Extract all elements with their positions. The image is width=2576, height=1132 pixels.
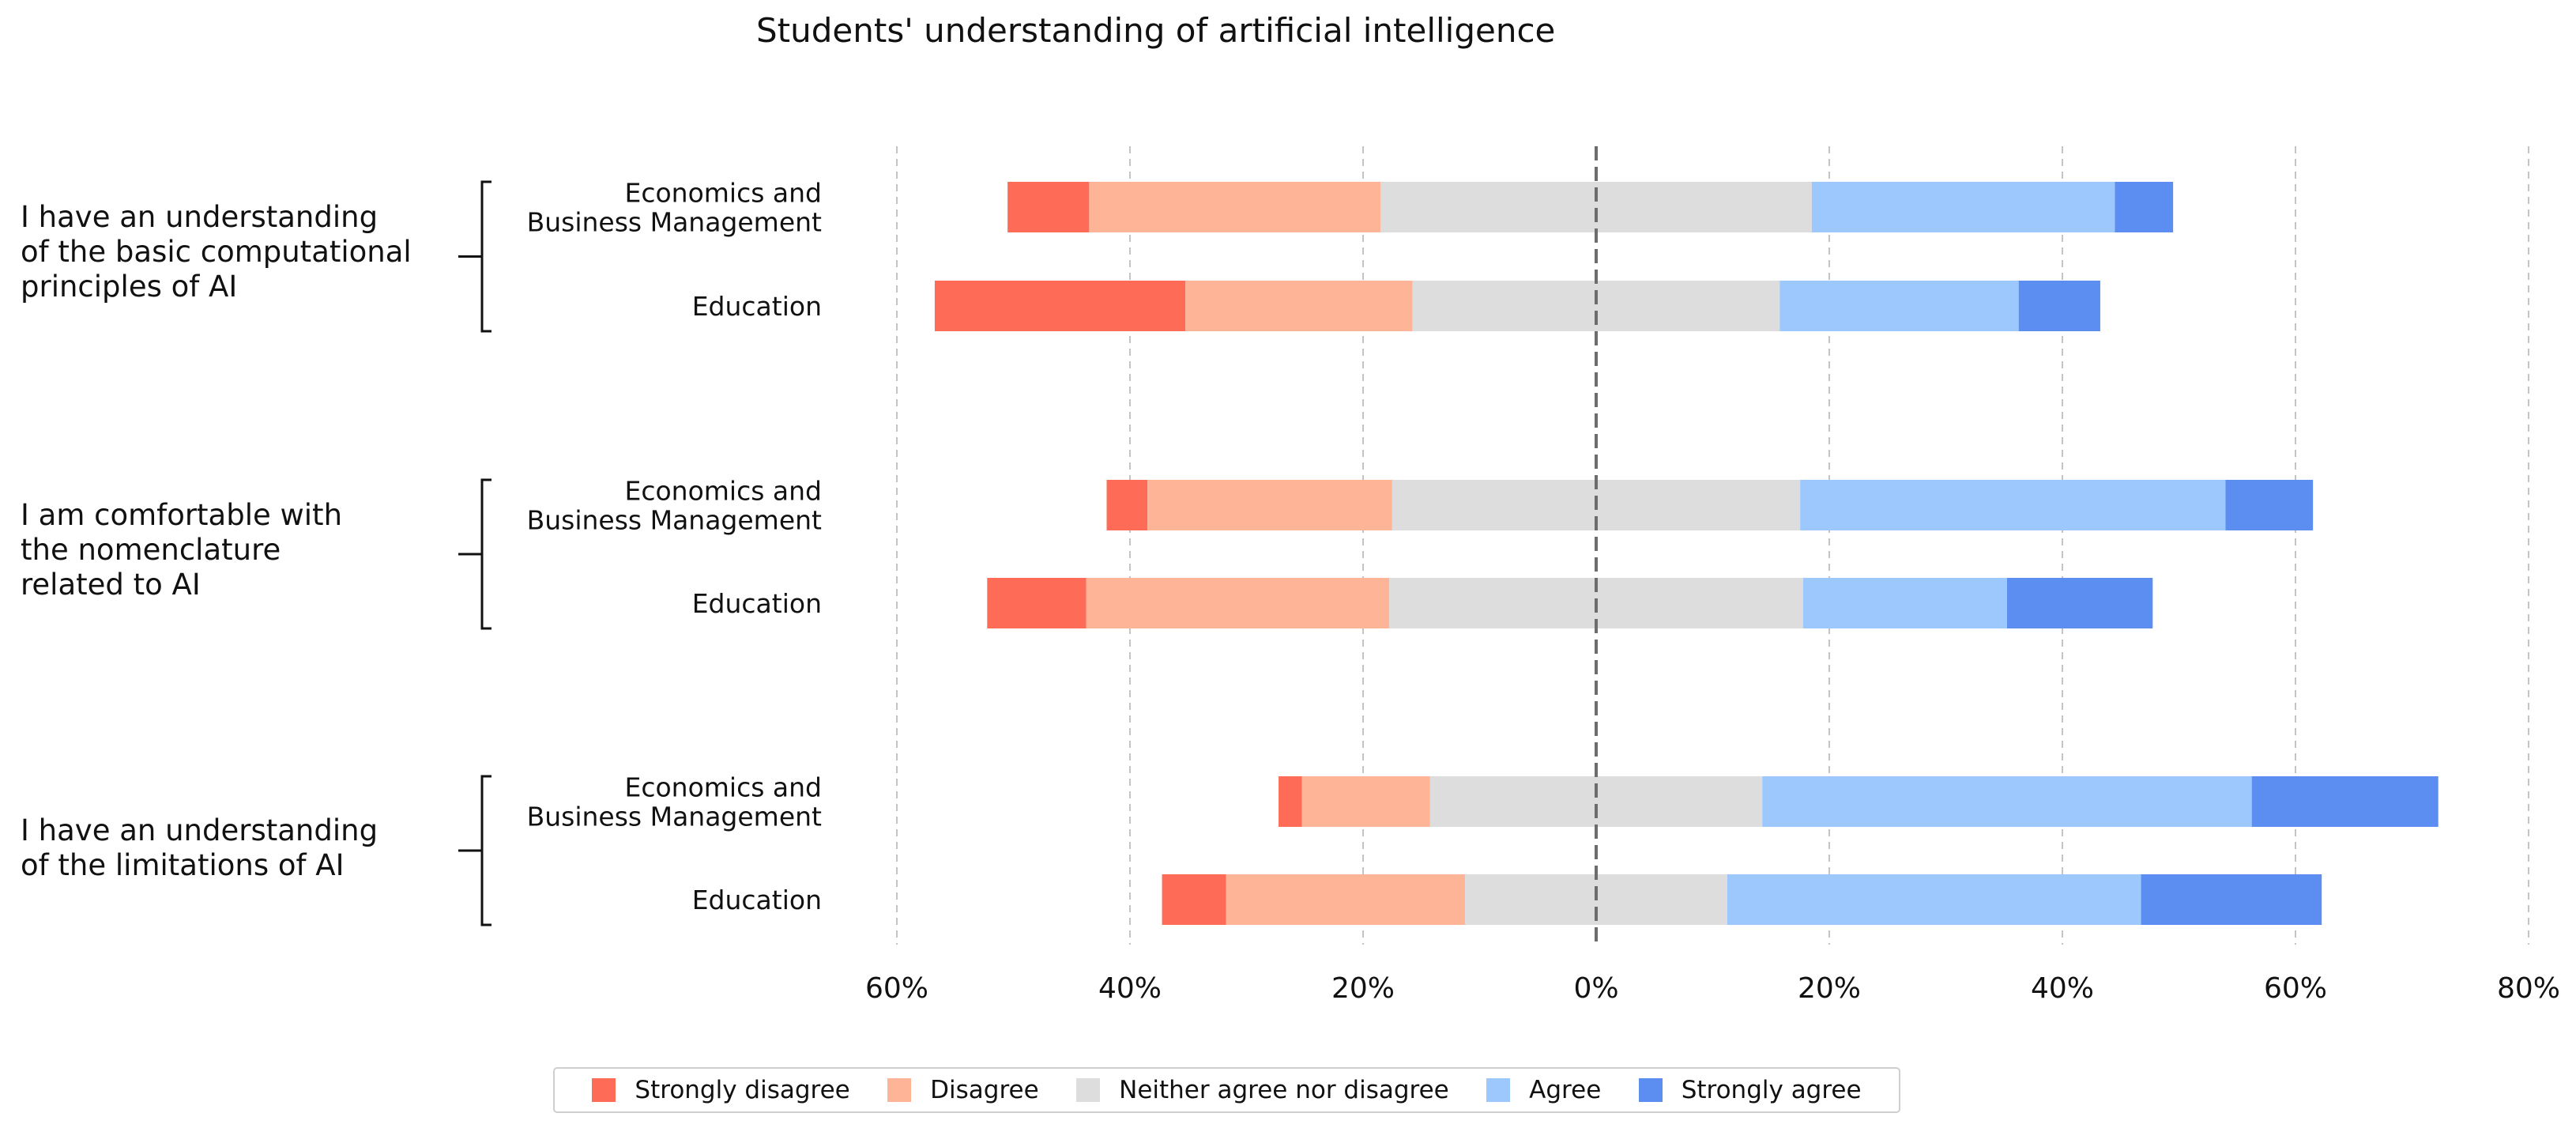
bar-g2-r1-s3 (1727, 874, 2141, 925)
chart-legend: Strongly disagree Disagree Neither agree… (553, 1067, 1900, 1113)
row-label-g2-r0-l1: Business Management (527, 802, 822, 832)
question-label-1: I am comfortable with the nomenclature r… (21, 498, 342, 602)
x-tick-label-6: 60% (2264, 972, 2327, 1005)
row-label-g1-r0-l0: Economics and (624, 476, 822, 507)
bar-g0-r1-s4 (2018, 281, 2100, 331)
row-label-g1-r1-l0: Education (692, 588, 822, 619)
question-0-line-0: I have an understanding (21, 200, 378, 234)
bar-g0-r0-s4 (2115, 182, 2174, 232)
question-2-line-0: I have an understanding (21, 813, 378, 847)
legend-label-strongly-disagree: Strongly disagree (635, 1076, 850, 1104)
question-1-line-0: I am comfortable with (21, 498, 343, 532)
legend-swatch-strongly-disagree (592, 1078, 616, 1102)
bar-g1-r1-s0 (987, 578, 1087, 628)
bar-g2-r0-s0 (1279, 776, 1302, 827)
bar-g1-r1-s1 (1086, 578, 1390, 628)
bar-g1-r1-s4 (2006, 578, 2153, 628)
question-0-line-1: of the basic computational (21, 235, 412, 269)
group-bracket-0 (458, 180, 491, 333)
bar-g0-r0-s0 (1007, 182, 1090, 232)
bar-g2-r0-s4 (2251, 776, 2439, 827)
question-label-0: I have an understanding of the basic com… (21, 200, 412, 304)
question-1-line-1: the nomenclature (21, 533, 281, 567)
legend-swatch-agree (1486, 1078, 1511, 1102)
legend-label-agree: Agree (1529, 1076, 1602, 1104)
row-label-g2-r0-l0: Economics and (624, 772, 822, 803)
bar-g1-r0-s1 (1147, 480, 1392, 530)
question-label-2: I have an understanding of the limitatio… (21, 813, 378, 883)
legend-item-neither: Neither agree nor disagree (1076, 1076, 1449, 1104)
legend-label-strongly-agree: Strongly agree (1681, 1076, 1862, 1104)
row-label-g0-r1-l0: Education (692, 291, 822, 322)
question-0-line-2: principles of AI (21, 270, 238, 304)
bar-g2-r1-s1 (1226, 874, 1466, 925)
x-tick-label-5: 40% (2031, 972, 2094, 1005)
bar-g2-r1-s0 (1162, 874, 1226, 925)
question-2-line-1: of the limitations of AI (21, 848, 345, 882)
row-label-g1-r0-l1: Business Management (527, 505, 822, 536)
bar-g1-r0-s3 (1800, 480, 2226, 530)
legend-item-agree: Agree (1486, 1076, 1601, 1104)
row-label-g0-r0-l0: Economics and (624, 178, 822, 209)
row-label-g0-r0-l1: Business Management (527, 207, 822, 238)
bar-g2-r0-s3 (1762, 776, 2252, 827)
legend-swatch-strongly-agree (1638, 1078, 1663, 1102)
bar-g0-r0-s1 (1089, 182, 1381, 232)
legend-label-neither: Neither agree nor disagree (1119, 1076, 1449, 1104)
bar-g0-r1-s0 (934, 281, 1186, 331)
bar-g1-r0-s4 (2225, 480, 2314, 530)
x-tick-label-4: 20% (1798, 972, 1861, 1005)
group-bracket-2 (458, 775, 491, 926)
bar-g2-r0-s1 (1301, 776, 1430, 827)
legend-label-disagree: Disagree (930, 1076, 1039, 1104)
bar-g1-r1-s3 (1802, 578, 2007, 628)
x-tick-label-7: 80% (2497, 972, 2560, 1005)
group-bracket-1 (458, 478, 491, 630)
legend-item-disagree: Disagree (887, 1076, 1039, 1104)
chart-title: Students' understanding of artificial in… (756, 11, 1556, 50)
legend-swatch-neither (1076, 1078, 1101, 1102)
x-tick-label-0: 60% (865, 972, 928, 1005)
x-tick-label-1: 40% (1098, 972, 1162, 1005)
bar-g2-r1-s4 (2141, 874, 2322, 925)
x-tick-label-2: 20% (1331, 972, 1395, 1005)
legend-item-strongly-agree: Strongly agree (1638, 1076, 1862, 1104)
bar-g0-r1-s1 (1185, 281, 1413, 331)
question-1-line-2: related to AI (21, 568, 201, 602)
legend-swatch-disagree (887, 1078, 912, 1102)
row-label-g2-r1-l0: Education (692, 885, 822, 915)
bar-g1-r0-s0 (1106, 480, 1148, 530)
bar-g0-r0-s3 (1811, 182, 2115, 232)
legend-item-strongly-disagree: Strongly disagree (592, 1076, 850, 1104)
x-tick-label-3: 0% (1573, 972, 1618, 1005)
bar-g0-r1-s3 (1779, 281, 2019, 331)
